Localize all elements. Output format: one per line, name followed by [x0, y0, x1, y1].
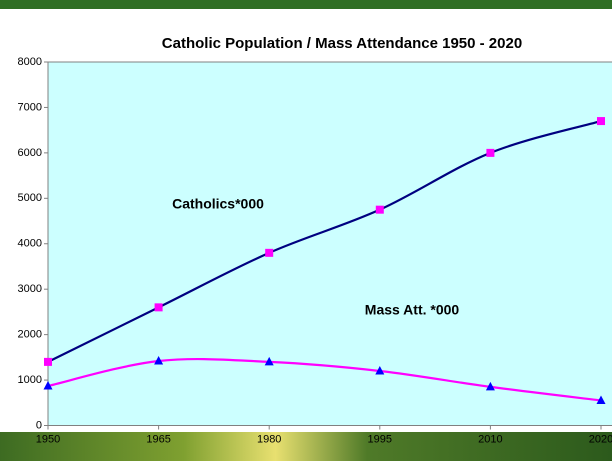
- y-tick-label: 0: [36, 419, 42, 431]
- chart-title: Catholic Population / Mass Attendance 19…: [162, 35, 522, 52]
- marker: [265, 249, 273, 257]
- top-band: [0, 0, 612, 9]
- bottom-photo: [0, 432, 612, 461]
- x-tick-label: 1995: [368, 433, 392, 445]
- marker: [486, 149, 494, 157]
- y-tick-label: 6000: [18, 147, 42, 159]
- x-tick-label: 2010: [478, 433, 502, 445]
- marker: [597, 117, 605, 125]
- x-tick-label: 2020: [589, 433, 612, 445]
- y-tick-label: 2000: [18, 329, 42, 341]
- x-tick-label: 1950: [36, 433, 60, 445]
- chart: Catholic Population / Mass Attendance 19…: [0, 0, 612, 461]
- marker: [376, 206, 384, 214]
- y-tick-label: 5000: [18, 192, 42, 204]
- x-tick-label: 1980: [257, 433, 281, 445]
- y-tick-label: 7000: [18, 101, 42, 113]
- annotation: Catholics*000: [172, 196, 264, 212]
- x-tick-label: 1965: [146, 433, 170, 445]
- page: {"chart_data": {"type": "line", "title":…: [0, 0, 612, 461]
- annotation: Mass Att. *000: [365, 302, 460, 318]
- marker: [155, 303, 163, 311]
- y-tick-label: 8000: [18, 56, 42, 68]
- marker: [44, 358, 52, 366]
- y-tick-label: 1000: [18, 374, 42, 386]
- y-tick-label: 3000: [18, 283, 42, 295]
- y-tick-label: 4000: [18, 238, 42, 250]
- plot: 0 1000 2000 3000 4000 5000 6000 7000 8000 1950 196…: [18, 56, 612, 446]
- plot-area: [48, 62, 612, 426]
